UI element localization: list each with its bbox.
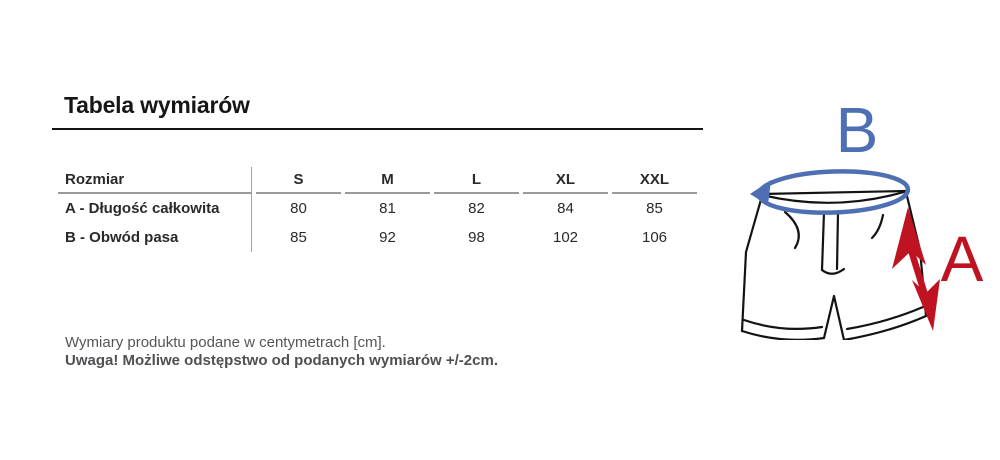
cell-waist-xl: 102 <box>552 229 579 246</box>
fly-line-left <box>820 210 826 272</box>
measurement-notes: Wymiary produktu podane w centymetrach [… <box>65 334 498 370</box>
left-hem-stitch <box>742 318 824 330</box>
column-header-m: M <box>345 167 430 194</box>
label-b: B <box>836 94 879 166</box>
cell-waist-l: 98 <box>468 229 485 246</box>
waist-measure-b: B <box>750 94 911 215</box>
length-measure-a: A <box>892 207 984 331</box>
length-arrowhead-top-icon <box>892 207 926 269</box>
right-leg-hem <box>842 314 928 340</box>
column-header-xl: XL <box>523 167 608 194</box>
column-header-s: S <box>256 167 341 194</box>
cell-length-xxl: 85 <box>646 200 663 217</box>
left-outer-seam <box>740 194 764 333</box>
left-leg-hem <box>740 329 826 340</box>
fly-bottom-curve <box>820 267 846 275</box>
note-tolerance: Uwaga! Możliwe odstępstwo od podanych wy… <box>65 352 498 369</box>
waist-measure-arrowhead-icon <box>750 180 771 205</box>
waistband-arc <box>760 190 906 204</box>
cell-length-xl: 84 <box>557 200 574 217</box>
left-pocket-curve <box>783 210 800 250</box>
right-pocket-curve <box>870 213 885 240</box>
table-row-length: A - Długość całkowita 80 81 82 84 85 <box>58 194 697 223</box>
right-hem-stitch <box>845 305 925 331</box>
crotch-notch <box>822 294 846 340</box>
fly-line-right <box>835 210 840 271</box>
title-divider <box>52 128 703 130</box>
length-arrow-shaft <box>907 249 929 296</box>
column-header-xxl: XXL <box>612 167 697 194</box>
length-arrowhead-bottom-icon <box>912 279 940 331</box>
column-header-rozmiar: Rozmiar <box>58 167 252 194</box>
shorts-outline-drawing <box>740 189 928 340</box>
row-label-length: A - Długość całkowita <box>58 194 252 223</box>
cell-length-l: 82 <box>468 200 485 217</box>
cell-length-m: 81 <box>379 200 396 217</box>
shorts-diagram: B A <box>740 94 984 340</box>
size-table-header-row: Rozmiar S M L XL XXL <box>58 167 697 194</box>
cell-waist-xxl: 106 <box>641 229 668 246</box>
size-table: Rozmiar S M L XL XXL A - Długość całkowi… <box>54 167 701 252</box>
row-label-waist: B - Obwód pasa <box>58 223 252 252</box>
column-header-l: L <box>434 167 519 194</box>
cell-waist-m: 92 <box>379 229 396 246</box>
cell-length-s: 80 <box>290 200 307 217</box>
cell-waist-s: 85 <box>290 229 307 246</box>
label-a: A <box>941 223 984 295</box>
note-units: Wymiary produktu podane w centymetrach [… <box>65 334 386 351</box>
waist-top-line <box>760 189 908 196</box>
page-title: Tabela wymiarów <box>64 92 250 118</box>
table-row-waist: B - Obwód pasa 85 92 98 102 106 <box>58 223 697 252</box>
